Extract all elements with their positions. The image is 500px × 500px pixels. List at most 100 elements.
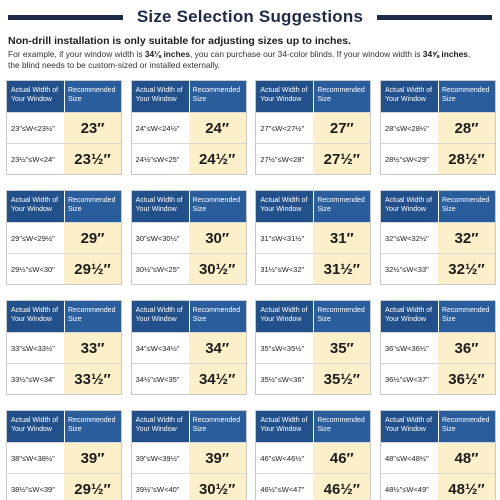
header-actual-width: Actual Width of Your Window	[131, 81, 189, 112]
table-row: 46½"≤W<47" 46½″	[256, 473, 371, 500]
width-range: 34½"≤W<35"	[135, 374, 180, 384]
recommended-size: 33½″	[64, 364, 121, 394]
header-actual-width: Actual Width of Your Window	[256, 191, 314, 222]
table-row: 48"≤W<48½" 48″	[380, 442, 495, 473]
recommended-size: 29½″	[64, 254, 121, 284]
width-range: 27"≤W<27½"	[260, 123, 305, 133]
header-recommended-size: Recommended Size	[64, 81, 121, 112]
recommended-size: 48½″	[437, 474, 495, 500]
width-range: 24"≤W<24½"	[135, 123, 180, 133]
recommended-size: 39″	[188, 443, 246, 473]
table-row: 30"≤W<30½" 30″	[131, 222, 246, 253]
size-table: Actual Width of Your Window Recommended S…	[379, 410, 496, 500]
header-actual-width: Actual Width of Your Window	[380, 301, 438, 332]
title-row: Size Selection Suggestions	[0, 6, 500, 28]
table-header: Actual Width of Your Window Recommended S…	[380, 81, 495, 112]
header-recommended-size: Recommended Size	[437, 411, 495, 442]
width-range: 33½"≤W<34"	[11, 374, 55, 384]
size-table: Actual Width of Your Window Recommended S…	[255, 300, 372, 395]
installation-note: Non-drill installation is only suitable …	[8, 35, 496, 71]
table-row: 39½"≤W<40" 30½″	[131, 473, 246, 500]
table-row: 27"≤W<27½" 27″	[256, 112, 371, 143]
size-table: Actual Width of Your Window Recommended S…	[255, 80, 372, 175]
recommended-size: 35″	[313, 333, 371, 363]
header-recommended-size: Recommended Size	[437, 191, 495, 222]
header-actual-width: Actual Width of Your Window	[256, 81, 314, 112]
table-row: 32½"≤W<33" 32½″	[380, 253, 495, 284]
header-actual-width: Actual Width of Your Window	[256, 411, 314, 442]
table-row: 27½"≤W<28" 27½″	[256, 143, 371, 174]
note-title: Non-drill installation is only suitable …	[8, 35, 352, 47]
table-row: 48½"≤W<49" 48½″	[380, 473, 495, 500]
table-row: 38½"≤W<39" 29½″	[7, 473, 121, 500]
width-range: 23½"≤W<24"	[11, 154, 55, 164]
width-range: 23"≤W<23½"	[11, 123, 55, 133]
header-recommended-size: Recommended Size	[64, 411, 121, 442]
width-range: 27½"≤W<28"	[260, 154, 305, 164]
note-text-part: ,	[467, 49, 471, 59]
width-range: 28½"≤W<29"	[384, 154, 429, 164]
recommended-size: 34½″	[188, 364, 246, 394]
size-table: Actual Width of Your Window Recommended S…	[130, 190, 247, 285]
header-actual-width: Actual Width of Your Window	[131, 411, 189, 442]
width-range: 30½"≤W<25"	[135, 264, 180, 274]
table-row: 24½"≤W<25" 24½″	[131, 143, 246, 174]
width-range: 32½"≤W<33"	[384, 264, 429, 274]
table-row: 36"≤W<36½" 36″	[380, 332, 495, 363]
size-table: Actual Width of Your Window Recommended S…	[379, 80, 496, 175]
table-row: 32"≤W<32½" 32″	[380, 222, 495, 253]
note-highlight: 34⅛ inches	[144, 49, 191, 59]
recommended-size: 29″	[64, 223, 121, 253]
header-recommended-size: Recommended Size	[313, 191, 371, 222]
table-row: 34"≤W<34½" 34″	[131, 332, 246, 363]
header-actual-width: Actual Width of Your Window	[380, 81, 438, 112]
note-text: For example, if your window width is 34⅛…	[8, 49, 496, 71]
table-row: 28"≤W<28½" 28″	[380, 112, 495, 143]
size-table: Actual Width of Your Window Recommended S…	[130, 300, 247, 395]
title-bar-right	[377, 15, 492, 20]
width-range: 29½"≤W<30"	[11, 264, 55, 274]
table-row: 46"≤W<46½" 46″	[256, 442, 371, 473]
size-table: Actual Width of Your Window Recommended S…	[130, 80, 247, 175]
header-recommended-size: Recommended Size	[188, 81, 246, 112]
table-header: Actual Width of Your Window Recommended S…	[7, 301, 121, 332]
recommended-size: 24½″	[188, 144, 246, 174]
table-header: Actual Width of Your Window Recommended S…	[380, 301, 495, 332]
size-group: Actual Width of Your Window Recommended S…	[6, 80, 496, 175]
header-actual-width: Actual Width of Your Window	[380, 191, 438, 222]
width-range: 38"≤W<38½"	[11, 453, 55, 463]
table-header: Actual Width of Your Window Recommended S…	[256, 301, 371, 332]
table-row: 33"≤W<33½" 33″	[7, 332, 121, 363]
header-recommended-size: Recommended Size	[313, 301, 371, 332]
width-range: 31"≤W<31½"	[260, 233, 305, 243]
table-header: Actual Width of Your Window Recommended S…	[131, 301, 246, 332]
size-table: Actual Width of Your Window Recommended S…	[255, 190, 372, 285]
width-range: 32"≤W<32½"	[384, 233, 429, 243]
recommended-size: 31″	[313, 223, 371, 253]
recommended-size: 28″	[437, 113, 495, 143]
table-header: Actual Width of Your Window Recommended S…	[131, 411, 246, 442]
width-range: 36"≤W<36½"	[384, 343, 429, 353]
recommended-size: 34″	[188, 333, 246, 363]
table-header: Actual Width of Your Window Recommended S…	[7, 191, 121, 222]
recommended-size: 23½″	[64, 144, 121, 174]
recommended-size: 39″	[64, 443, 121, 473]
width-range: 30"≤W<30½"	[135, 233, 180, 243]
table-row: 31"≤W<31½" 31″	[256, 222, 371, 253]
table-row: 29"≤W<29½" 29″	[7, 222, 121, 253]
table-header: Actual Width of Your Window Recommended S…	[7, 81, 121, 112]
header-actual-width: Actual Width of Your Window	[7, 411, 64, 442]
header-recommended-size: Recommended Size	[437, 81, 495, 112]
width-range: 48"≤W<48½"	[384, 453, 429, 463]
table-header: Actual Width of Your Window Recommended S…	[380, 411, 495, 442]
table-row: 34½"≤W<35" 34½″	[131, 363, 246, 394]
size-group: Actual Width of Your Window Recommended S…	[6, 190, 496, 285]
table-row: 28½"≤W<29" 28½″	[380, 143, 495, 174]
width-range: 46½"≤W<47"	[260, 484, 305, 494]
table-row: 29½"≤W<30" 29½″	[7, 253, 121, 284]
table-row: 36½"≤W<37" 36½″	[380, 363, 495, 394]
recommended-size: 24″	[188, 113, 246, 143]
header-actual-width: Actual Width of Your Window	[7, 191, 64, 222]
header-actual-width: Actual Width of Your Window	[256, 301, 314, 332]
table-row: 24"≤W<24½" 24″	[131, 112, 246, 143]
